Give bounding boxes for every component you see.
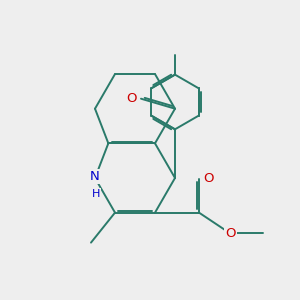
Text: O: O: [225, 227, 236, 240]
Text: O: O: [126, 92, 137, 105]
Text: O: O: [203, 172, 214, 185]
Text: N: N: [90, 170, 100, 183]
Text: H: H: [92, 189, 100, 199]
